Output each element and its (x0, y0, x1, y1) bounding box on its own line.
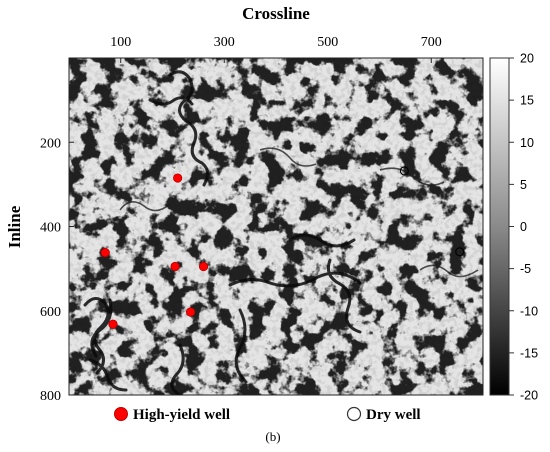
high-yield-well-point (170, 261, 180, 272)
colorbar (489, 57, 510, 396)
y-tick-label: 400 (40, 221, 61, 236)
colorbar-tick-label: -20 (520, 389, 538, 403)
high-yield-well-point (108, 319, 118, 329)
x-tick-label: 700 (421, 35, 442, 50)
y-tick-label: 800 (40, 389, 61, 404)
colorbar-tick-label: 5 (520, 178, 527, 192)
legend-high-yield-label: High-yield well (133, 407, 230, 423)
legend-high-yield-marker (114, 407, 128, 421)
colorbar-tick-label: 15 (520, 94, 534, 108)
legend-dry-well-marker (346, 406, 362, 422)
x-axis-title: Crossline (242, 4, 310, 23)
colorbar-tick-label: -5 (520, 262, 531, 276)
colorbar-tick-label: 10 (520, 136, 534, 150)
high-yield-well-point (100, 248, 110, 258)
dry-well-point (455, 247, 465, 257)
colorbar-tick-label: -10 (520, 304, 538, 318)
legend: High-yield well Dry well (114, 406, 421, 423)
x-tick-label: 300 (214, 35, 235, 50)
y-tick-label: 200 (40, 136, 61, 151)
colorbar-tick-label: 0 (520, 220, 527, 234)
y-axis: 200 400 600 800 (40, 136, 74, 404)
x-axis: 100 300 500 700 (110, 35, 442, 63)
x-tick-label: 500 (317, 35, 338, 50)
figure-caption: (b) (265, 429, 280, 444)
x-tick-label: 100 (110, 35, 131, 50)
high-yield-well-point (198, 261, 209, 272)
colorbar-tick-label: 20 (520, 52, 534, 66)
high-yield-well-point (186, 307, 196, 317)
dry-well-point (399, 166, 409, 176)
legend-dry-well-label: Dry well (366, 407, 421, 423)
colorbar-ticks: 20 15 10 5 0 -5 -10 -15 -20 (509, 52, 538, 403)
heatmap-area (69, 58, 483, 395)
colorbar-tick-label: -15 (520, 346, 538, 360)
high-yield-well-point (173, 173, 183, 183)
well-markers (100, 166, 465, 329)
y-axis-title: Inline (5, 205, 24, 248)
y-tick-label: 600 (40, 305, 61, 320)
